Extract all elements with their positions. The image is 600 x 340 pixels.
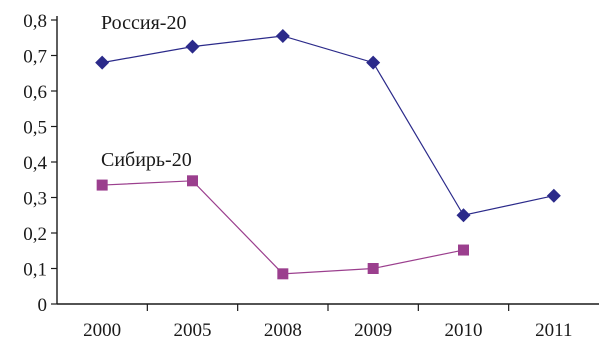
- series-line: [102, 35, 554, 216]
- x-tick-label: 2009: [354, 320, 392, 340]
- y-tick-label: 0,2: [23, 224, 47, 245]
- data-point-diamond: [95, 55, 110, 70]
- x-tick-label: 2010: [445, 320, 483, 340]
- series-1: [96, 175, 469, 280]
- y-tick-label: 0,8: [23, 11, 47, 32]
- chart-series: [95, 28, 561, 280]
- y-tick-label: 0,4: [23, 153, 47, 174]
- y-tick-label: 0,3: [23, 189, 47, 210]
- y-tick-label: 0,7: [23, 47, 47, 68]
- y-axis-ticks: 0 0,1 0,2 0,3 0,4 0,5 0,6 0,7 0,8: [23, 11, 57, 316]
- series-0: [95, 28, 561, 223]
- data-point-square: [96, 179, 108, 191]
- data-point-diamond: [546, 188, 561, 203]
- y-tick-label: 0,1: [23, 260, 47, 281]
- series-line: [102, 180, 464, 275]
- x-tick-label: 2011: [535, 320, 572, 340]
- data-point-square: [367, 263, 379, 274]
- series-label: Россия-20: [101, 12, 186, 34]
- x-tick-label: 2000: [83, 320, 121, 340]
- data-point-square: [187, 175, 198, 187]
- y-tick-label: 0: [38, 295, 48, 316]
- series-label: Сибирь-20: [101, 149, 192, 171]
- y-tick-label: 0,5: [23, 118, 47, 139]
- data-point-diamond: [275, 28, 290, 43]
- x-axis-ticks: 2000 2005 2008 2009 2010 2011: [83, 304, 572, 340]
- data-point-square: [277, 268, 289, 280]
- x-tick-label: 2005: [174, 320, 212, 340]
- data-point-square: [458, 244, 469, 256]
- x-tick-label: 2008: [264, 320, 302, 340]
- data-point-diamond: [366, 55, 381, 70]
- y-tick-label: 0,6: [23, 82, 47, 103]
- data-point-diamond: [456, 208, 471, 223]
- data-point-diamond: [185, 39, 200, 54]
- chart-series-labels: Россия-20 Сибирь-20: [101, 12, 192, 171]
